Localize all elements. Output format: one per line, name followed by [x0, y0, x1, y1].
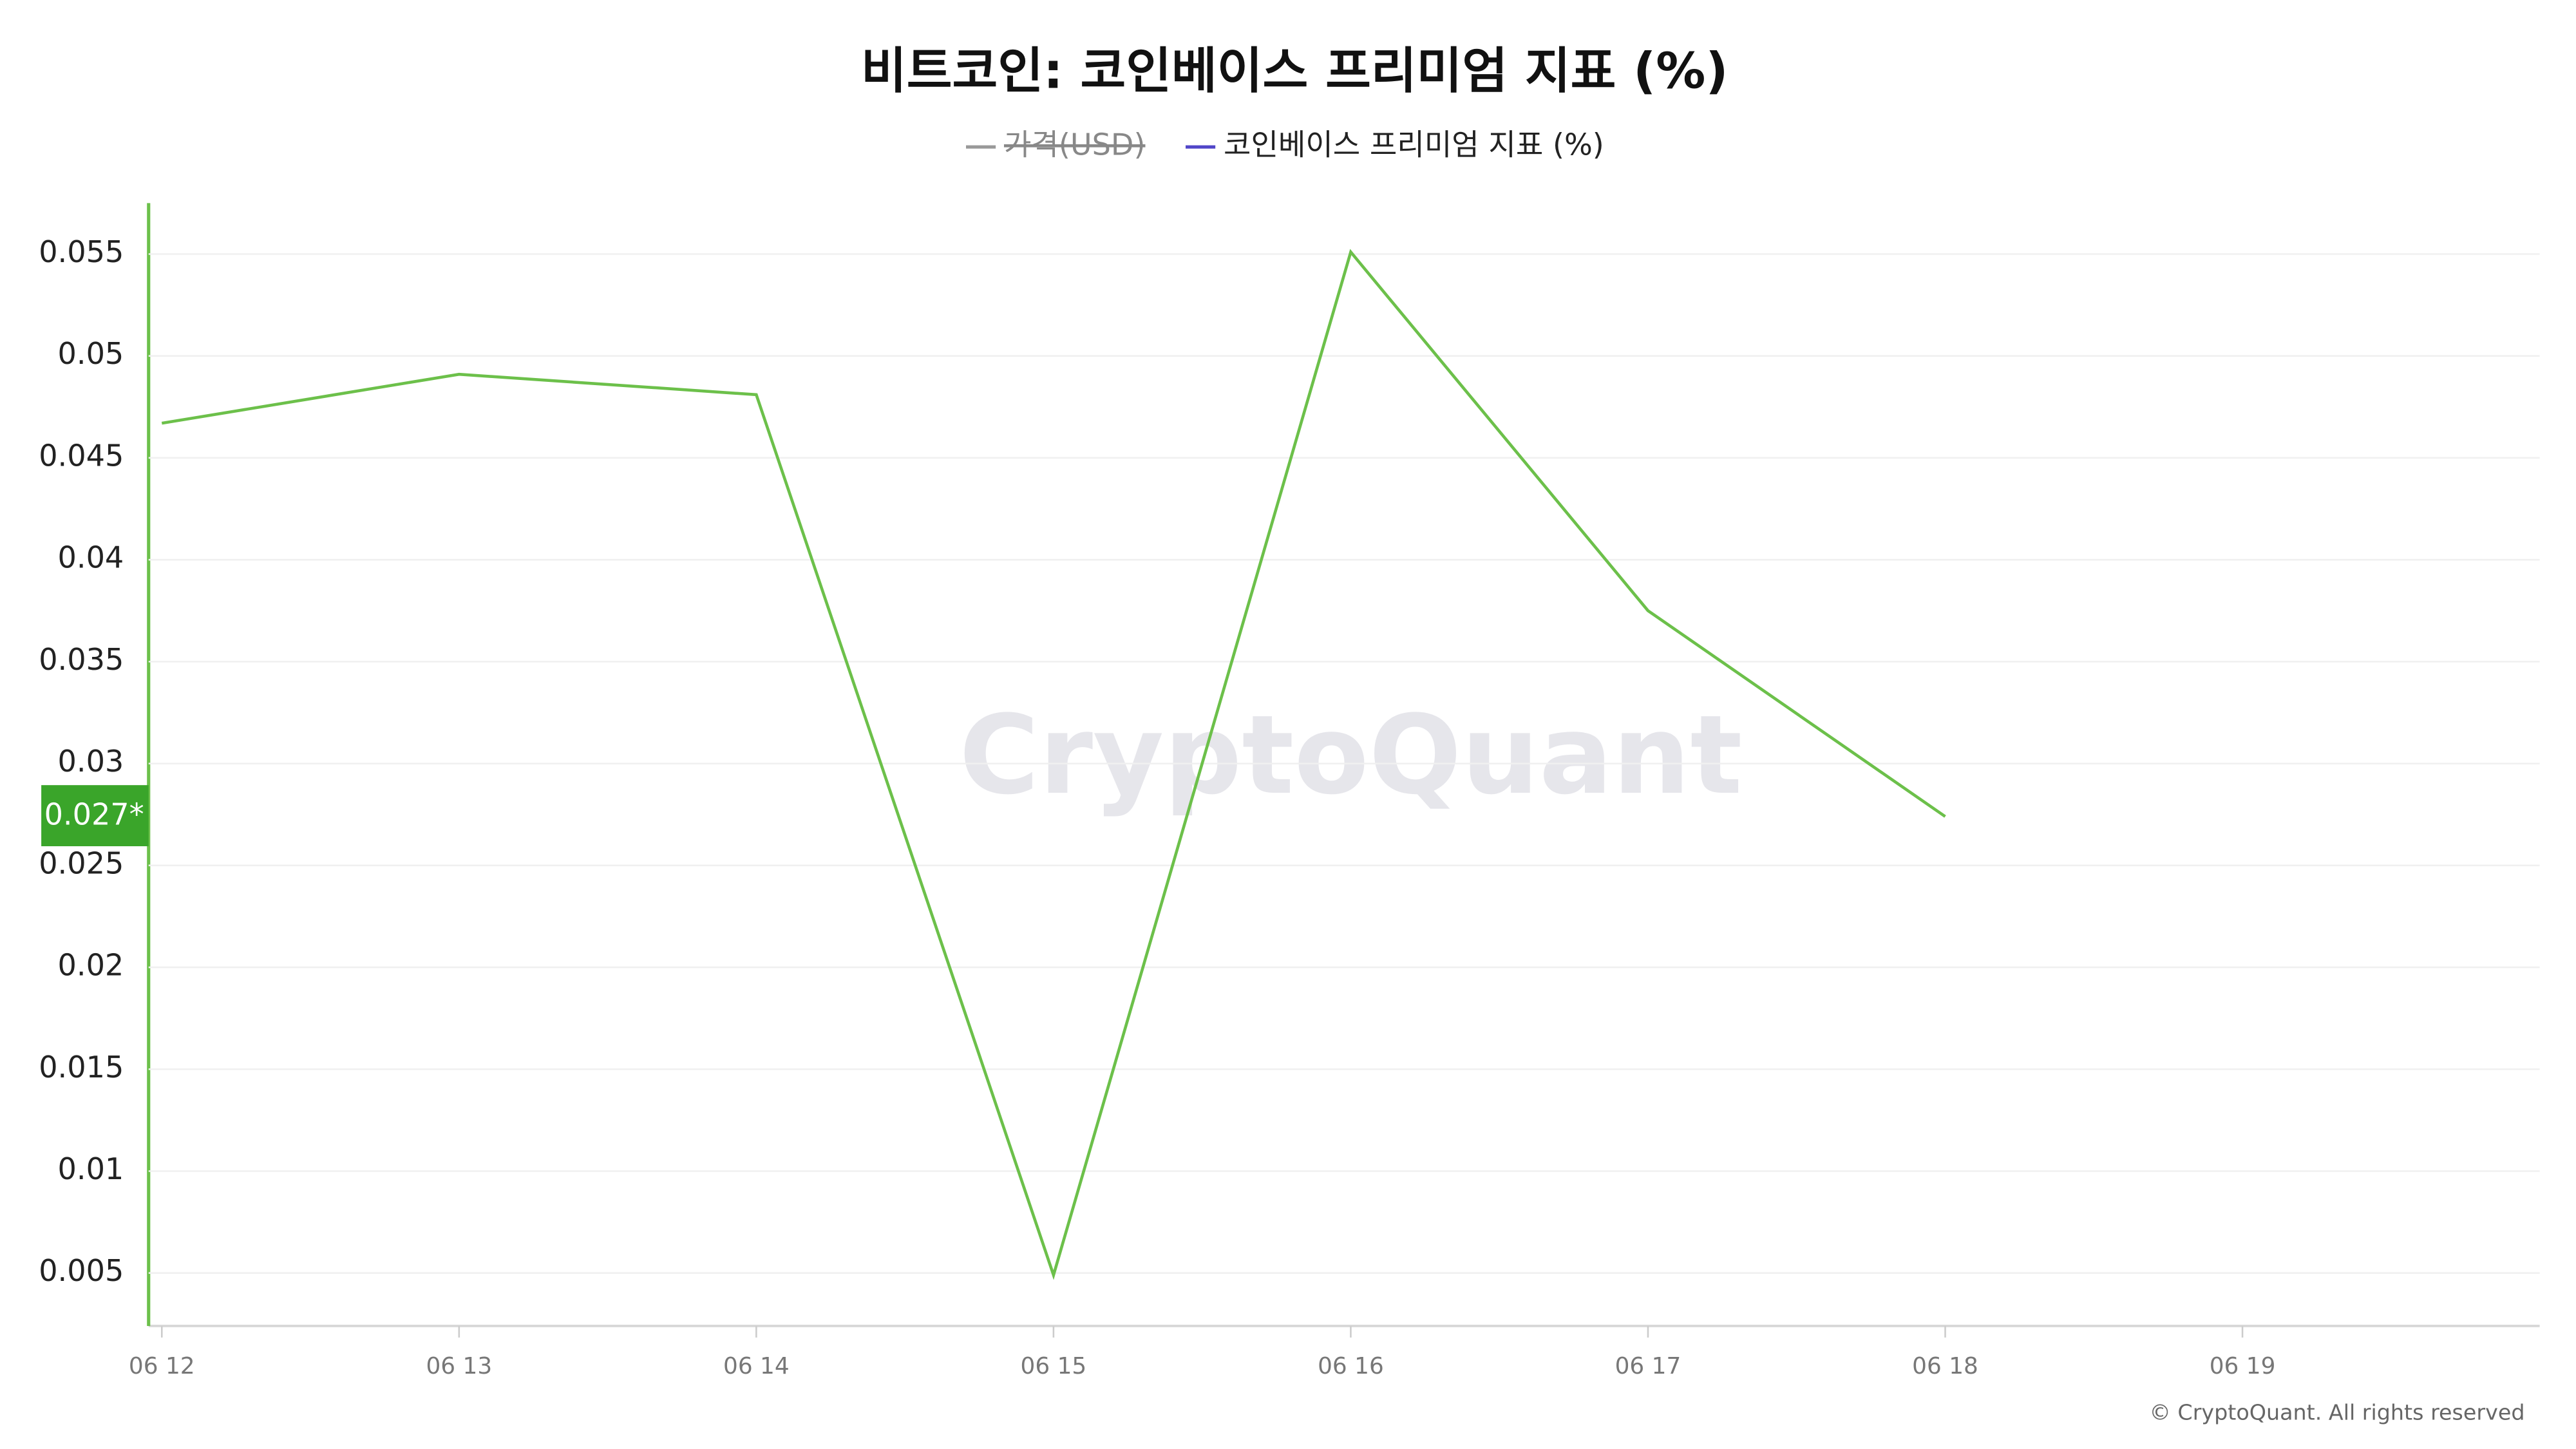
line-series	[161, 249, 1946, 1280]
legend: 가격(USD) 코인베이스 프리미엄 지표 (%)	[966, 128, 1604, 162]
y-tick-label: 0.035	[39, 642, 124, 677]
y-tick-label: 0.015	[39, 1050, 124, 1084]
y-tick-label: 0.045	[39, 438, 124, 473]
legend-label-hidden[interactable]: 가격(USD)	[1004, 128, 1146, 162]
y-tick-label: 0.02	[58, 948, 124, 983]
x-tick-label: 06 12	[129, 1353, 195, 1379]
x-tick-label: 06 13	[426, 1353, 492, 1379]
chart-title: 비트코인: 코인베이스 프리미엄 지표 (%)	[861, 43, 1728, 100]
y-tick-label: 0.055	[39, 234, 124, 269]
value-label: 0.027*	[44, 797, 144, 831]
y-tick-label: 0.025	[39, 846, 124, 880]
x-tick-label: 06 14	[723, 1353, 790, 1379]
x-tick-label: 06 15	[1021, 1353, 1087, 1379]
x-tick-label: 06 18	[1912, 1353, 1978, 1379]
y-tick-label: 0.03	[58, 744, 124, 779]
footer: © CryptoQuant. All rights reserved	[2150, 1399, 2525, 1425]
x-tick-label: 06 19	[2210, 1353, 2276, 1379]
y-tick-label: 0.01	[58, 1151, 124, 1186]
y-tick-label: 0.05	[58, 336, 124, 371]
x-tick-label: 06 17	[1615, 1353, 1681, 1379]
x-tick-label: 06 16	[1318, 1353, 1384, 1379]
y-tick-label: 0.04	[58, 540, 124, 575]
legend-label[interactable]: 코인베이스 프리미엄 지표 (%)	[1224, 128, 1604, 162]
y-tick-label: 0.005	[39, 1253, 124, 1288]
watermark: CryptoQuant	[959, 692, 1742, 819]
value-label-box	[41, 785, 149, 847]
